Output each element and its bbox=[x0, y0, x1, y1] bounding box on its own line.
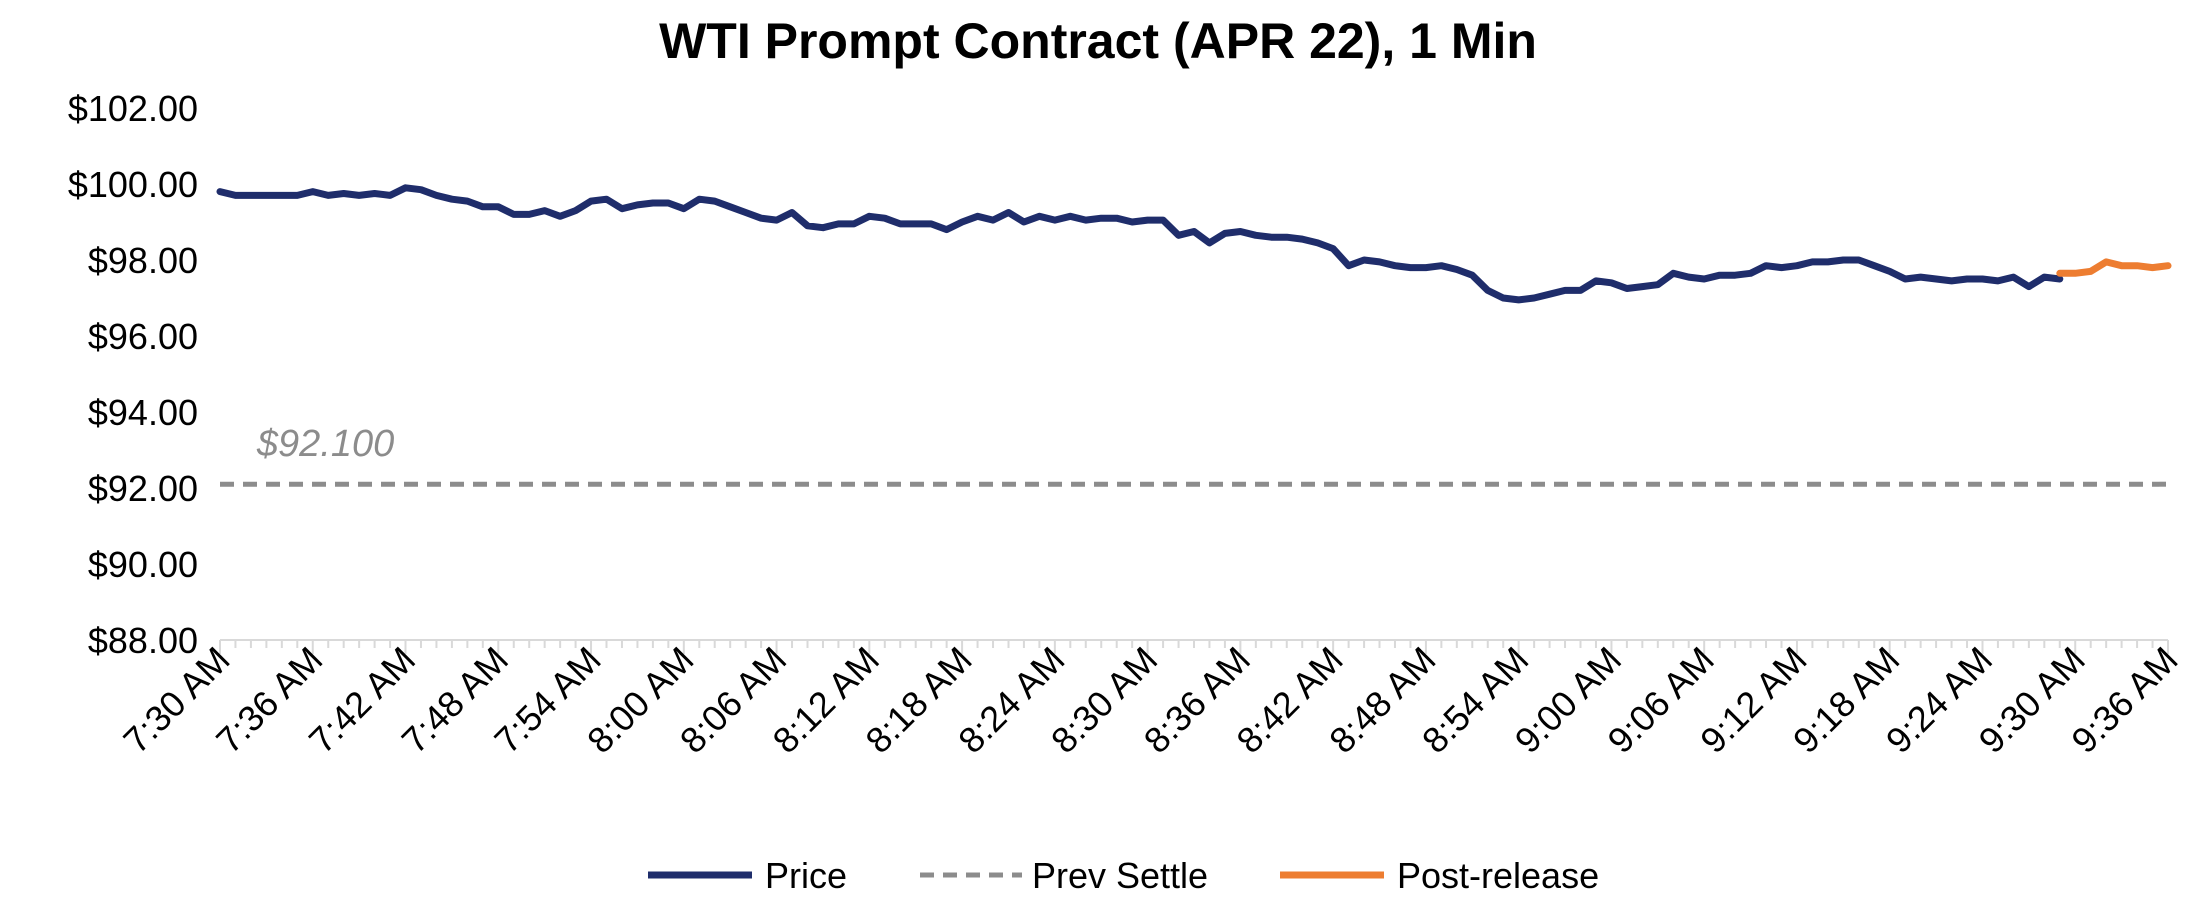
legend-label: Prev Settle bbox=[1032, 855, 1208, 896]
x-axis: 7:30 AM7:36 AM7:42 AM7:48 AM7:54 AM8:00 … bbox=[115, 639, 2185, 761]
legend-label: Price bbox=[765, 855, 847, 896]
chart-title: WTI Prompt Contract (APR 22), 1 Min bbox=[659, 13, 1537, 69]
series-line-post-release bbox=[2056, 258, 2172, 277]
y-tick-label: $96.00 bbox=[88, 316, 198, 357]
legend: Price Prev Settle Post-release bbox=[648, 855, 1599, 896]
y-tick-label: $88.00 bbox=[88, 620, 198, 661]
y-tick-label: $100.00 bbox=[68, 164, 198, 205]
annotations: $92.100 bbox=[256, 423, 394, 465]
y-tick-label: $98.00 bbox=[88, 240, 198, 281]
series-line-price bbox=[216, 184, 2064, 304]
prev-settle-annotation: $92.100 bbox=[256, 423, 394, 465]
plot-area bbox=[216, 184, 2172, 487]
y-tick-label: $102.00 bbox=[68, 88, 198, 129]
y-tick-label: $94.00 bbox=[88, 392, 198, 433]
y-axis-ticks: $102.00 $100.00 $98.00 $96.00 $94.00 $92.00 $9… bbox=[68, 88, 198, 661]
y-tick-label: $90.00 bbox=[88, 544, 198, 585]
legend-label: Post-release bbox=[1397, 855, 1599, 896]
y-tick-label: $92.00 bbox=[88, 468, 198, 509]
